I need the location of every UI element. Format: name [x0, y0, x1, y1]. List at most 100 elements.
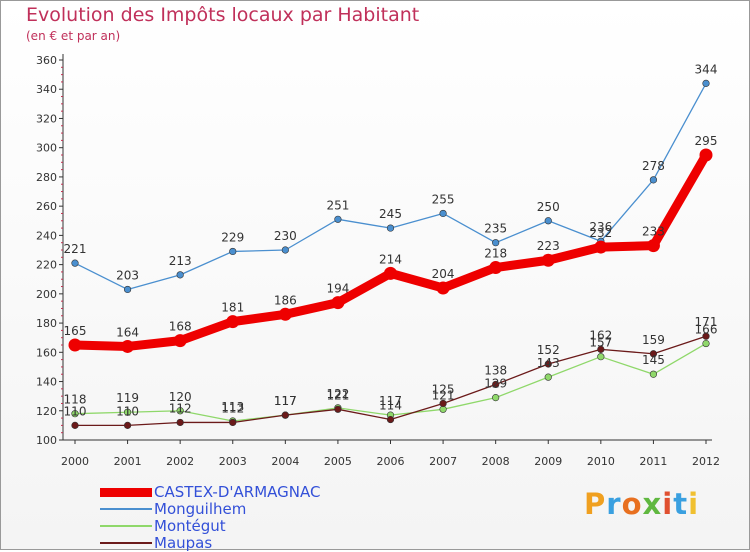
data-point [334, 405, 342, 413]
y-tick-label: 140 [36, 376, 57, 389]
y-tick-label: 220 [36, 259, 57, 272]
data-label: 125 [432, 382, 455, 396]
data-point [123, 285, 132, 294]
data-point [544, 217, 552, 225]
data-point [123, 421, 132, 429]
data-label: 117 [379, 394, 402, 408]
x-tick-label: 2010 [587, 455, 615, 468]
legend-label: Maupas [154, 534, 213, 552]
data-label: 221 [64, 242, 87, 256]
data-point [281, 246, 289, 254]
data-label: 165 [64, 324, 87, 338]
logo-letter: t [673, 487, 689, 521]
data-point [544, 373, 552, 381]
data-label: 233 [642, 225, 665, 239]
legend-label: CASTEX-D'ARMAGNAC [154, 483, 321, 501]
data-point [121, 339, 135, 353]
data-point [699, 148, 713, 162]
logo-letter: P [584, 487, 607, 521]
legend-swatch [100, 542, 152, 544]
data-point [439, 399, 447, 408]
legend-swatch [100, 525, 152, 527]
data-label: 119 [116, 391, 139, 405]
axes: 100 120 140 160 180 200 220 240 260 280 300 320 340 3… [36, 54, 720, 468]
data-label: 229 [221, 230, 244, 244]
series-lines [68, 79, 713, 429]
data-point [649, 176, 658, 184]
y-tick-label: 300 [36, 142, 57, 155]
data-point [489, 261, 503, 275]
data-label: 235 [484, 222, 507, 236]
data-label: 203 [116, 268, 139, 282]
y-tick-label: 100 [36, 434, 57, 447]
y-tick-label: 340 [36, 83, 57, 96]
data-label: 122 [326, 387, 349, 401]
series-line [70, 150, 711, 351]
chart-subtitle: (en € et par an) [26, 29, 121, 43]
data-label: 245 [379, 207, 402, 221]
data-point [649, 370, 658, 378]
x-tick-label: 2004 [271, 455, 299, 468]
data-point [176, 407, 184, 415]
logo-letter: i [662, 487, 674, 521]
data-label: 166 [695, 323, 718, 337]
logo-letter: x [642, 487, 663, 521]
data-point [702, 339, 710, 348]
data-point [229, 247, 237, 256]
data-label: 181 [221, 301, 244, 315]
x-tick-label: 2011 [639, 455, 667, 468]
data-point [439, 209, 447, 218]
legend-label: Montégut [154, 517, 226, 535]
data-point [384, 266, 397, 280]
proxiti-logo: Proxiti [584, 487, 699, 521]
y-tick-label: 120 [36, 405, 57, 418]
data-label: 164 [116, 325, 139, 339]
data-point [123, 408, 132, 416]
data-label: 232 [589, 226, 612, 240]
data-point [71, 421, 79, 429]
data-label: 113 [221, 400, 244, 414]
data-point [68, 338, 82, 352]
data-label: 110 [64, 404, 87, 418]
data-label: 236 [589, 220, 612, 234]
x-tick-label: 2003 [219, 455, 247, 468]
data-point [702, 332, 710, 340]
data-label: 112 [221, 401, 244, 415]
data-label: 230 [274, 229, 297, 243]
x-tick-label: 2006 [377, 455, 405, 468]
data-label: 171 [695, 315, 718, 329]
y-tick-label: 160 [36, 346, 57, 359]
data-point [176, 271, 184, 279]
x-tick-label: 2000 [61, 455, 89, 468]
logo-letter: i [688, 487, 700, 521]
data-label: 117 [274, 394, 297, 408]
data-point [702, 79, 710, 87]
data-point [386, 224, 395, 232]
data-label: 251 [326, 198, 349, 212]
data-label: 214 [379, 252, 402, 266]
y-tick-label: 180 [36, 317, 57, 330]
y-tick-label: 240 [36, 229, 57, 242]
legend-swatch [100, 487, 152, 497]
data-label: 255 [432, 192, 455, 206]
data-label: 162 [589, 328, 612, 342]
data-point [71, 259, 79, 267]
data-label: 138 [484, 363, 507, 377]
data-label: 223 [537, 239, 560, 253]
legend-label: Monguilhem [154, 500, 247, 518]
y-tick-label: 320 [36, 112, 57, 125]
data-label: 218 [484, 247, 507, 261]
data-label: 213 [169, 254, 192, 268]
x-tick-label: 2002 [166, 455, 194, 468]
data-label: 168 [169, 320, 192, 334]
x-tick-label: 2001 [114, 455, 142, 468]
x-tick-label: 2005 [324, 455, 352, 468]
data-label: 120 [169, 390, 192, 404]
data-point [278, 307, 292, 321]
data-label: 157 [589, 336, 612, 350]
data-point [649, 350, 658, 358]
logo-letter: o [621, 487, 643, 521]
y-tick-label: 260 [36, 200, 57, 213]
line-chart: 100 120 140 160 180 200 220 240 260 280 300 320 340 3… [36, 54, 720, 468]
